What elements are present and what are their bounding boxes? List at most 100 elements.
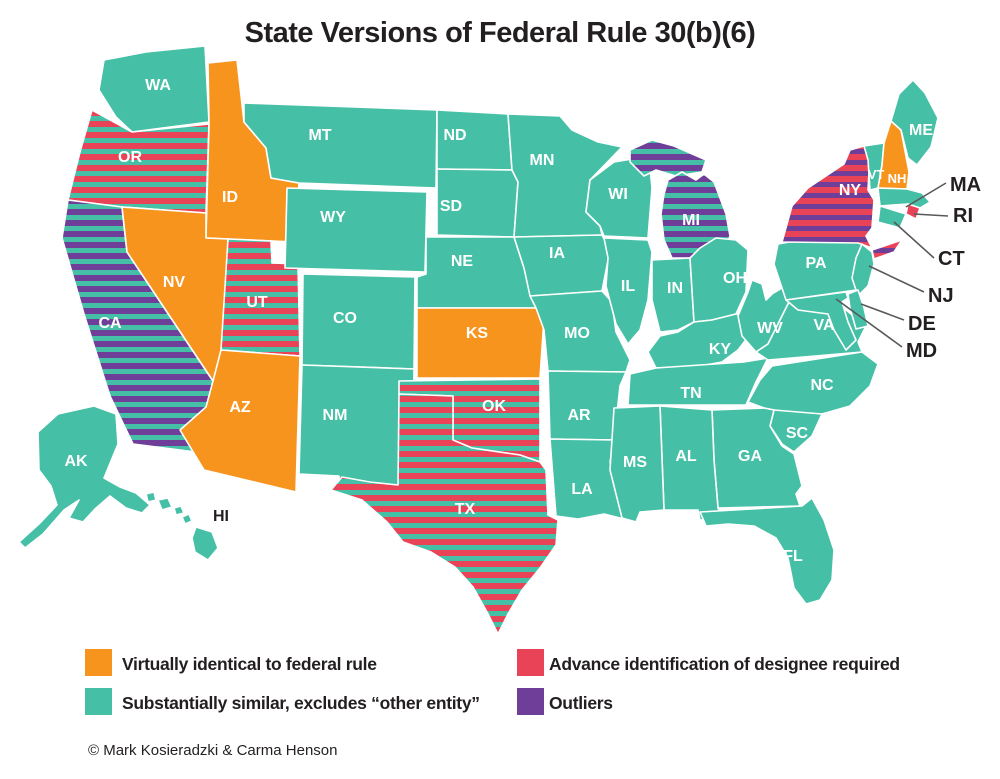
credit-text: © Mark Kosieradzki & Carma Henson bbox=[88, 742, 337, 759]
legend-item-identical: Virtually identical to federal rule bbox=[85, 649, 378, 676]
state-label-ny: NY bbox=[839, 182, 862, 199]
state-label-ca: CA bbox=[98, 315, 122, 332]
state-label-ne: NE bbox=[451, 253, 474, 270]
legend-item-outliers: Outliers bbox=[517, 688, 614, 715]
callout-label-de: DE bbox=[908, 313, 936, 335]
state-nj bbox=[851, 243, 875, 297]
state-ma bbox=[877, 187, 931, 209]
legend-label-identical: Virtually identical to federal rule bbox=[122, 654, 377, 674]
legend-item-advance: Advance identification of designee requi… bbox=[517, 649, 900, 676]
callout-line-de bbox=[860, 303, 905, 321]
legend: Virtually identical to federal rule Subs… bbox=[85, 649, 900, 715]
state-fl bbox=[699, 497, 835, 605]
state-label-ga: GA bbox=[738, 448, 762, 465]
state-labels: WA OR CA ID NV UT AZ MT WY CO NM ND SD N… bbox=[64, 77, 933, 565]
state-mo bbox=[529, 290, 631, 373]
legend-swatch-identical bbox=[85, 649, 112, 676]
state-il bbox=[603, 237, 653, 345]
state-label-ut: UT bbox=[246, 294, 268, 311]
state-label-mo: MO bbox=[564, 325, 590, 342]
callout-label-md: MD bbox=[906, 340, 937, 362]
legend-swatch-similar bbox=[85, 688, 112, 715]
state-nm bbox=[298, 364, 415, 488]
state-hi-big-island bbox=[191, 526, 219, 561]
state-hi-molokai bbox=[173, 505, 185, 516]
state-label-az: AZ bbox=[229, 399, 251, 416]
state-label-pa: PA bbox=[805, 255, 826, 272]
state-label-nc: NC bbox=[810, 377, 834, 394]
state-mt bbox=[243, 102, 438, 189]
state-label-co: CO bbox=[333, 310, 357, 327]
state-ms bbox=[609, 405, 665, 523]
legend-item-similar: Substantially similar, excludes “other e… bbox=[85, 688, 480, 715]
state-tx bbox=[330, 393, 559, 635]
state-label-wy: WY bbox=[320, 209, 346, 226]
state-label-il: IL bbox=[621, 278, 635, 295]
callout-line-ri bbox=[913, 213, 949, 217]
state-label-al: AL bbox=[675, 448, 697, 465]
legend-label-advance: Advance identification of designee requi… bbox=[549, 654, 900, 674]
state-label-sd: SD bbox=[440, 198, 462, 215]
state-label-ak: AK bbox=[64, 453, 88, 470]
state-label-wa: WA bbox=[145, 77, 171, 94]
state-label-va: VA bbox=[813, 317, 834, 334]
state-label-id: ID bbox=[222, 189, 238, 206]
callout-line-md bbox=[835, 298, 903, 348]
state-hi-kauai bbox=[145, 491, 157, 503]
callout-label-ma: MA bbox=[950, 174, 981, 196]
state-label-sc: SC bbox=[786, 425, 809, 442]
state-label-wi: WI bbox=[608, 186, 628, 203]
state-ak bbox=[18, 405, 151, 549]
map-states bbox=[18, 45, 939, 635]
state-label-la: LA bbox=[571, 481, 593, 498]
state-az bbox=[179, 349, 301, 493]
state-hi-oahu bbox=[157, 497, 173, 511]
state-label-ms: MS bbox=[623, 454, 647, 471]
state-me bbox=[890, 79, 939, 166]
state-label-tn: TN bbox=[680, 385, 701, 402]
state-md bbox=[785, 291, 857, 351]
state-label-mi: MI bbox=[682, 212, 700, 229]
state-label-mt: MT bbox=[308, 127, 331, 144]
state-label-oh: OH bbox=[723, 270, 747, 287]
state-label-or: OR bbox=[118, 149, 142, 166]
state-tn bbox=[627, 357, 769, 406]
state-co bbox=[301, 273, 416, 370]
state-label-ar: AR bbox=[567, 407, 591, 424]
callouts: MA RI CT NJ DE MD bbox=[835, 174, 981, 362]
state-label-wv: WV bbox=[757, 320, 783, 337]
legend-label-similar: Substantially similar, excludes “other e… bbox=[122, 693, 480, 713]
legend-swatch-advance bbox=[517, 649, 544, 676]
state-label-in: IN bbox=[667, 280, 683, 297]
state-label-tx: TX bbox=[455, 501, 476, 518]
state-label-vt: VT bbox=[868, 167, 885, 182]
state-wi bbox=[585, 157, 653, 239]
state-label-hi: HI bbox=[213, 508, 229, 525]
state-wy bbox=[284, 187, 428, 273]
state-label-mn: MN bbox=[530, 152, 555, 169]
state-mi-upper bbox=[629, 139, 707, 177]
callout-label-nj: NJ bbox=[928, 285, 954, 307]
state-label-me: ME bbox=[909, 122, 933, 139]
callout-line-ct bbox=[893, 221, 935, 259]
callout-label-ri: RI bbox=[953, 205, 973, 227]
state-label-nd: ND bbox=[443, 127, 466, 144]
state-label-nv: NV bbox=[163, 274, 186, 291]
callout-line-ma bbox=[905, 182, 947, 208]
state-label-fl: FL bbox=[783, 548, 803, 565]
state-ri bbox=[905, 203, 921, 220]
state-label-ia: IA bbox=[549, 245, 565, 262]
state-wa bbox=[98, 45, 210, 133]
state-ny-long-island bbox=[871, 239, 903, 260]
legend-label-outliers: Outliers bbox=[549, 693, 613, 713]
state-mi-lower bbox=[660, 171, 731, 259]
state-label-ok: OK bbox=[482, 398, 506, 415]
state-ct bbox=[877, 205, 907, 229]
callout-label-ct: CT bbox=[938, 248, 965, 270]
state-hi-maui bbox=[181, 513, 193, 525]
page-title: State Versions of Federal Rule 30(b)(6) bbox=[245, 17, 756, 49]
state-label-ky: KY bbox=[709, 341, 732, 358]
callout-line-nj bbox=[868, 265, 925, 293]
